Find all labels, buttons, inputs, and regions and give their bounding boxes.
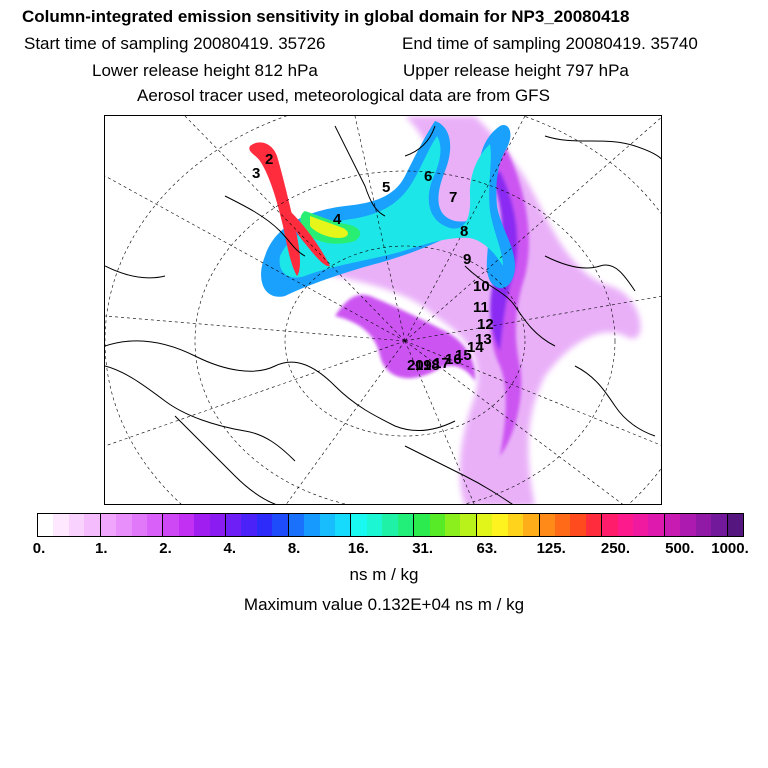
traj-label-9: 9 — [463, 251, 471, 268]
colorbar-cell — [287, 514, 305, 536]
plume-red-tail — [289, 211, 330, 267]
colorbar-cell — [617, 514, 634, 536]
lower-release-height: Lower release height 812 hPa — [92, 61, 318, 80]
traj-label-13: 13 — [475, 331, 492, 348]
traj-label-18: 18 — [423, 357, 440, 374]
colorbar-cell — [570, 514, 586, 536]
traj-label-20: 20 — [407, 357, 424, 374]
traj-label-10: 10 — [473, 278, 490, 295]
colorbar-cell — [131, 514, 147, 536]
colorbar-cell — [538, 514, 555, 536]
colorbar-cell — [492, 514, 508, 536]
colorbar-label: 1. — [95, 540, 108, 557]
colorbar-cell — [146, 514, 163, 536]
traj-label-14: 14 — [467, 339, 484, 356]
colorbar-cell — [194, 514, 210, 536]
plume-violet — [335, 294, 476, 381]
colorbar-label: 1000. — [711, 540, 749, 557]
traj-label-6: 6 — [424, 168, 432, 185]
plume-east-patch — [539, 284, 605, 331]
colorbar-cell — [304, 514, 320, 536]
end-time: End time of sampling 20080419. 35740 — [402, 34, 698, 53]
traj-label-5: 5 — [382, 179, 390, 196]
colorbar-cell — [554, 514, 571, 536]
colorbar-cell — [663, 514, 681, 536]
traj-label-2: 2 — [265, 151, 273, 168]
colorbar-cell — [366, 514, 383, 536]
colorbar-label: 2. — [159, 540, 172, 557]
map-frame: 2 3 4 5 6 7 8 9 10 11 12 13 14 15 16 17 … — [104, 115, 662, 505]
colorbar-cell — [38, 514, 54, 536]
colorbar-cell — [53, 514, 69, 536]
coastlines — [105, 125, 661, 504]
colorbar-label: 4. — [223, 540, 237, 557]
plume-yellow — [310, 216, 348, 238]
colorbar-cell — [444, 514, 461, 536]
traj-label-7: 7 — [449, 189, 457, 206]
maximum-value: Maximum value 0.132E+04 ns m / kg — [243, 595, 525, 614]
colorbar-cell — [225, 514, 242, 536]
colorbar-cell — [178, 514, 195, 536]
colorbar-label: 250. — [600, 540, 631, 557]
colorbar-label: 500. — [665, 540, 695, 557]
colorbar-cell — [209, 514, 226, 536]
colorbar-cell — [350, 514, 367, 536]
colorbar-cell — [429, 514, 445, 536]
traj-label-11: 11 — [473, 299, 489, 316]
plot-title: Column-integrated emission sensitivity i… — [22, 7, 630, 26]
colorbar-label: 16. — [347, 540, 369, 557]
colorbar-cell — [601, 514, 618, 536]
colorbar-cell — [272, 514, 288, 536]
traj-label-12: 12 — [477, 316, 494, 333]
colorbar-cell — [475, 514, 493, 536]
colorbar-cell — [523, 514, 539, 536]
plume-red-core — [249, 142, 300, 276]
colorbar-cell — [585, 514, 602, 536]
colorbar-label: 63. — [476, 540, 498, 557]
traj-label-17: 17 — [433, 355, 450, 372]
colorbar-label: 125. — [536, 540, 566, 557]
traj-label-15: 15 — [455, 347, 472, 364]
graticule — [105, 116, 661, 504]
plume-violet-east — [485, 146, 529, 456]
colorbar-cell — [116, 514, 132, 536]
tracer-info: Aerosol tracer used, meteorological data… — [137, 86, 550, 105]
colorbar-label: 8. — [287, 540, 301, 557]
colorbar-cell — [413, 514, 430, 536]
trajectory-labels: 2 3 4 5 6 7 8 9 10 11 12 13 14 15 16 17 … — [252, 151, 494, 374]
start-time: Start time of sampling 20080419. 35726 — [24, 34, 326, 53]
colorbar-cell — [711, 514, 727, 536]
colorbar-cell — [397, 514, 414, 536]
colorbar-cell — [241, 514, 257, 536]
colorbar-label: 0. — [32, 540, 46, 557]
colorbar-cell — [695, 514, 712, 536]
colorbar-cell — [68, 514, 85, 536]
colorbar-cell — [256, 514, 273, 536]
plume-layer-core — [249, 121, 515, 297]
traj-label-16: 16 — [445, 351, 462, 368]
colorbar-cell — [99, 514, 117, 536]
colorbar-cell — [162, 514, 179, 536]
colorbar-label: 31. — [412, 540, 434, 557]
traj-label-4: 4 — [333, 211, 342, 228]
traj-label-3: 3 — [252, 165, 260, 182]
colorbar — [37, 513, 744, 537]
upper-release-height: Upper release height 797 hPa — [403, 61, 629, 80]
colorbar-cell — [84, 514, 100, 536]
colorbar-cell — [319, 514, 336, 536]
colorbar-cell — [648, 514, 664, 536]
colorbar-cell — [507, 514, 524, 536]
colorbar-unit: ns m / kg — [349, 565, 419, 584]
colorbar-cell — [680, 514, 696, 536]
colorbar-cell — [633, 514, 649, 536]
plume-layer-faint — [280, 116, 641, 504]
traj-label-8: 8 — [460, 223, 468, 240]
colorbar-cell — [335, 514, 351, 536]
colorbar-cell — [460, 514, 476, 536]
traj-label-19: 19 — [415, 357, 432, 374]
colorbar-cell — [382, 514, 398, 536]
colorbar-cell — [726, 514, 743, 536]
map-canvas: 2 3 4 5 6 7 8 9 10 11 12 13 14 15 16 17 … — [105, 116, 661, 504]
plume-outer — [280, 116, 641, 504]
